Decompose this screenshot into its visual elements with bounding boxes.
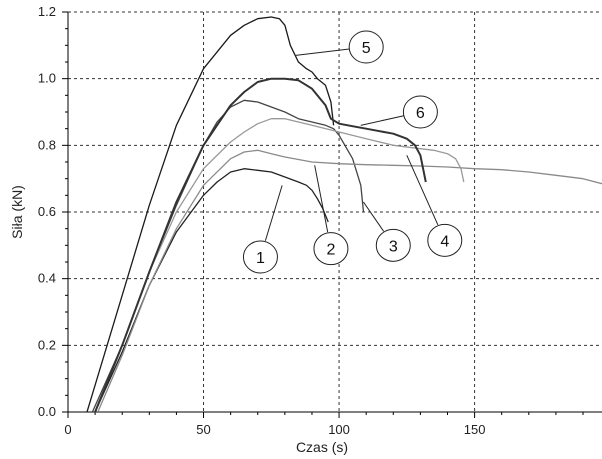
y-tick-label: 0.4 bbox=[38, 271, 56, 286]
callout-leader bbox=[295, 48, 350, 56]
x-tick-labels: 0 50 100 150 bbox=[64, 422, 485, 437]
y-tick-label: 0.8 bbox=[38, 137, 56, 152]
y-tick-label: 0.2 bbox=[38, 337, 56, 352]
series-line-6 bbox=[94, 77, 427, 413]
series-line-5 bbox=[86, 16, 335, 413]
callout-leader bbox=[264, 185, 283, 241]
axes bbox=[62, 11, 602, 418]
callout-circle bbox=[402, 95, 438, 129]
callout-circle bbox=[348, 30, 384, 64]
series-line-3 bbox=[97, 149, 602, 413]
y-tick-label: 1.2 bbox=[38, 4, 56, 19]
x-axis-label: Czas (s) bbox=[296, 439, 348, 455]
series-line-4 bbox=[94, 118, 465, 413]
callout-leader bbox=[406, 155, 439, 226]
series-line-1 bbox=[94, 168, 329, 413]
callout-leader bbox=[314, 165, 329, 233]
y-tick-label: 1.0 bbox=[38, 71, 56, 86]
series-callouts: 1 2 3 4 5 6 bbox=[242, 30, 463, 274]
callout-label: 2 bbox=[326, 242, 335, 259]
y-axis-label: Siła (kN) bbox=[9, 185, 25, 239]
grid-lines bbox=[68, 11, 602, 412]
callout-label: 1 bbox=[256, 250, 265, 267]
callout-circle bbox=[242, 240, 278, 274]
callout-circle bbox=[427, 223, 463, 257]
y-tick-labels: 0.0 0.2 0.4 0.6 0.8 1.0 1.2 bbox=[38, 4, 56, 419]
x-tick-label: 100 bbox=[328, 422, 350, 437]
callout-circle bbox=[313, 232, 349, 266]
x-tick-label: 50 bbox=[196, 422, 210, 437]
x-tick-label: 0 bbox=[64, 422, 71, 437]
callout-label: 3 bbox=[389, 238, 398, 255]
y-tick-label: 0.0 bbox=[38, 404, 56, 419]
data-series bbox=[86, 16, 602, 413]
y-tick-label: 0.6 bbox=[38, 204, 56, 219]
series-line-2 bbox=[91, 99, 365, 413]
callout-label: 5 bbox=[362, 40, 371, 57]
x-tick-label: 150 bbox=[464, 422, 486, 437]
callout-label: 6 bbox=[416, 105, 425, 122]
callout-leader bbox=[363, 201, 385, 232]
callout-label: 4 bbox=[440, 233, 449, 250]
callout-leader bbox=[360, 115, 404, 126]
callout-circle bbox=[375, 228, 411, 262]
